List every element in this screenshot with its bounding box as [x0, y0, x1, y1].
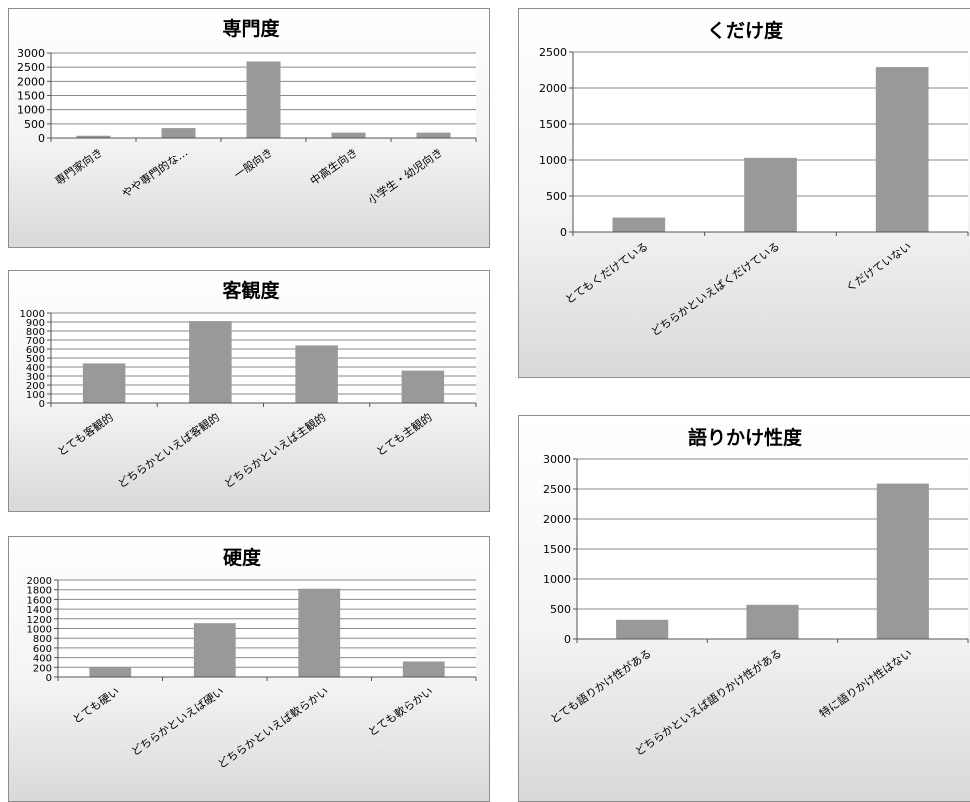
- y-tick-label: 3000: [543, 453, 571, 466]
- bar: [875, 67, 929, 232]
- category-label: とても客観的: [54, 410, 115, 459]
- bar: [246, 61, 281, 138]
- y-tick-label: 500: [550, 603, 571, 616]
- bar: [416, 132, 451, 138]
- category-label: どちらかといえばくだけている: [649, 240, 783, 339]
- bar: [616, 619, 669, 639]
- y-tick-label: 1000: [543, 573, 571, 586]
- chart-svg: 硬度 0200400600800100012001400160018002000…: [27, 546, 477, 771]
- y-tick-label: 900: [26, 318, 45, 329]
- bar: [401, 370, 445, 403]
- category-label: 特に語りかけ性はない: [816, 646, 914, 721]
- y-tick-label: 0: [560, 226, 567, 239]
- chart-title: 客観度: [222, 279, 280, 302]
- y-tick-label: 2500: [539, 46, 567, 59]
- y-tick-label: 1500: [543, 543, 571, 556]
- category-label: 一般向き: [231, 145, 275, 182]
- chart-panel-senmon: 専門度 0 500 1000 1500 2000 2500 3000 専門家向き やや専門的な……: [8, 8, 490, 248]
- y-tick-label: 0: [38, 132, 45, 145]
- bar: [76, 135, 111, 138]
- chart-title: 硬度: [223, 546, 262, 569]
- bar: [193, 623, 236, 677]
- y-tick-label: 800: [33, 634, 52, 645]
- y-tick-label: 2500: [17, 61, 45, 74]
- chart-svg: 語りかけ性度 0 500 1000 1500 2000 2500 3000 とても語りかけ性が…: [543, 426, 969, 758]
- bar: [744, 157, 797, 232]
- chart-panel-kyakkan: 客観度 0 100 200 300 400 500 600 700 800 900 1000 とても客…: [8, 270, 490, 512]
- y-tick-label: 0: [39, 399, 45, 410]
- y-tick-label: 1400: [27, 605, 52, 616]
- y-tick-label: 800: [26, 327, 45, 338]
- y-tick-label: 700: [26, 336, 45, 347]
- y-tick-label: 600: [26, 345, 45, 356]
- chart-svg: くだけ度 0 500 1000 1500 2000 2500 とてもくだけているどちらかとい…: [539, 19, 969, 339]
- y-tick-label: 0: [46, 673, 52, 684]
- y-tick-label: 1000: [27, 625, 52, 636]
- y-tick-label: 2000: [543, 513, 571, 526]
- y-tick-label: 2000: [539, 82, 567, 95]
- category-label: とても硬い: [70, 685, 122, 727]
- y-tick-label: 500: [546, 190, 567, 203]
- y-tick-label: 200: [33, 663, 52, 674]
- category-label: どちらかといえば客観的: [115, 410, 222, 491]
- y-tick-label: 2000: [17, 75, 45, 88]
- category-label: 小学生・幼児向き: [365, 145, 445, 207]
- chart-panel-katarikake: 語りかけ性度 0 500 1000 1500 2000 2500 3000 とても語りかけ性が…: [518, 415, 970, 802]
- bar: [298, 588, 341, 677]
- y-tick-label: 100: [26, 390, 45, 401]
- y-tick-label: 1000: [20, 309, 45, 320]
- y-tick-label: 2500: [543, 483, 571, 496]
- y-tick-label: 1000: [17, 104, 45, 117]
- bar: [612, 217, 666, 232]
- category-label: どちらかといえば硬い: [129, 685, 227, 759]
- bar: [331, 132, 366, 138]
- bar: [746, 604, 799, 639]
- category-label: とても主観的: [373, 410, 434, 459]
- bar: [189, 321, 232, 403]
- category-label: くだけていない: [843, 240, 914, 295]
- chart-panel-kodo: 硬度 0 200 400 600 800 1000 1200 1400 1600 1800 2000…: [8, 536, 490, 802]
- y-tick-label: 500: [26, 354, 45, 365]
- y-tick-label: 200: [26, 381, 45, 392]
- y-tick-label: 0: [564, 633, 571, 646]
- category-label: どちらかといえば軟らかい: [215, 684, 331, 771]
- y-tick-label: 400: [33, 654, 52, 665]
- category-label: 専門家向き: [52, 145, 105, 188]
- chart-panel-kudake: くだけ度 0 500 1000 1500 2000 2500 とてもくだけている どちらかとい…: [518, 8, 970, 378]
- y-tick-label: 300: [26, 372, 45, 383]
- category-label: とても語りかけ性がある: [547, 646, 653, 726]
- bar: [82, 363, 126, 403]
- chart-title: 専門度: [222, 17, 280, 40]
- y-tick-label: 1800: [27, 586, 52, 597]
- y-tick-label: 1600: [27, 595, 52, 606]
- chart-title: くだけ度: [707, 19, 784, 42]
- category-label: どちらかといえば主観的: [221, 410, 328, 491]
- category-label: どちらかといえば語りかけ性がある: [632, 646, 784, 758]
- bar: [89, 667, 132, 677]
- y-tick-label: 3000: [17, 47, 45, 60]
- bar: [295, 345, 338, 403]
- bar: [402, 661, 445, 677]
- bar: [876, 483, 929, 639]
- y-tick-label: 2000: [27, 576, 52, 587]
- chart-title: 語りかけ性度: [688, 426, 803, 449]
- y-tick-label: 1000: [539, 154, 567, 167]
- y-tick-label: 400: [26, 363, 45, 374]
- y-tick-label: 1200: [27, 615, 52, 626]
- category-label: 中高生向き: [307, 145, 360, 188]
- y-tick-label: 1500: [539, 118, 567, 131]
- y-tick-label: 600: [33, 644, 52, 655]
- category-label: やや専門的な…: [119, 145, 190, 201]
- category-label: とてもくだけている: [563, 240, 651, 307]
- y-tick-label: 1500: [17, 90, 45, 103]
- category-label: とても軟らかい: [365, 684, 435, 739]
- y-tick-label: 500: [24, 118, 45, 131]
- bar: [161, 128, 196, 138]
